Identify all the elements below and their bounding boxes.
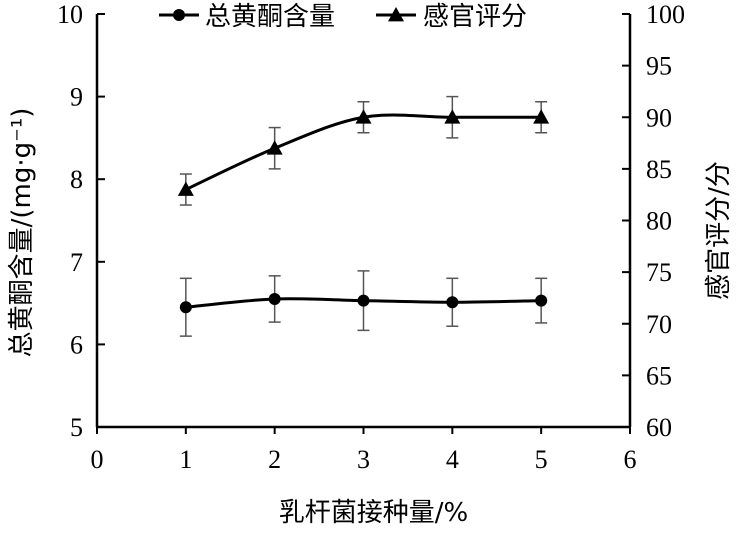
axis-titles: 乳杆菌接种量/% 总黄酮含量/(mg·g⁻¹) 感官评分/分 bbox=[7, 108, 734, 528]
x-tick-label: 4 bbox=[446, 445, 459, 474]
x-tick-label: 5 bbox=[535, 445, 548, 474]
legend-label: 感官评分 bbox=[423, 2, 527, 32]
data-point bbox=[266, 140, 283, 155]
data-point bbox=[357, 294, 370, 307]
data-point bbox=[444, 109, 461, 124]
x-tick-label: 6 bbox=[624, 445, 637, 474]
legend-item: 总黄酮含量 bbox=[155, 0, 360, 32]
legend-item: 感官评分 bbox=[372, 0, 582, 32]
series-sensory-score bbox=[177, 95, 550, 206]
y-right-axis-title: 感官评分/分 bbox=[704, 161, 734, 300]
x-axis-title: 乳杆菌接种量/% bbox=[279, 498, 468, 528]
x-tick-label: 0 bbox=[91, 445, 104, 474]
y-right-tick-label: 75 bbox=[646, 258, 672, 287]
x-tick-label: 2 bbox=[268, 445, 281, 474]
y-right-tick-label: 65 bbox=[646, 361, 672, 390]
series-total-flavonoid bbox=[179, 270, 548, 337]
y-left-tick-label: 10 bbox=[57, 0, 83, 29]
data-point bbox=[355, 109, 372, 124]
y-right-tick-label: 95 bbox=[646, 52, 672, 81]
y-right-tick-label: 90 bbox=[646, 103, 672, 132]
y-left-axis-title: 总黄酮含量/(mg·g⁻¹) bbox=[7, 108, 37, 358]
data-point bbox=[177, 181, 194, 196]
y-left-tick-label: 8 bbox=[70, 165, 83, 194]
legend-label: 总黄酮含量 bbox=[205, 2, 335, 32]
y-right-tick-label: 85 bbox=[646, 155, 672, 184]
y-right-tick-label: 60 bbox=[646, 413, 672, 442]
y-right-tick-label: 100 bbox=[646, 0, 685, 29]
y-left-tick-label: 7 bbox=[70, 248, 83, 277]
y-left-tick-label: 9 bbox=[70, 83, 83, 112]
data-point bbox=[179, 301, 192, 314]
data-point bbox=[268, 292, 281, 305]
data-point bbox=[533, 109, 550, 124]
y-right-tick-label: 80 bbox=[646, 207, 672, 236]
legend-marker bbox=[173, 9, 185, 21]
data-point bbox=[535, 294, 548, 307]
x-tick-label: 1 bbox=[179, 445, 192, 474]
data-point bbox=[446, 296, 459, 309]
series-layer bbox=[177, 95, 550, 337]
legend: 总黄酮含量 感官评分 bbox=[155, 0, 582, 32]
y-right-tick-label: 70 bbox=[646, 310, 672, 339]
x-tick-label: 3 bbox=[357, 445, 370, 474]
y-left-tick-label: 5 bbox=[70, 413, 83, 442]
y-left-tick-label: 6 bbox=[70, 330, 83, 359]
legend-marker bbox=[388, 7, 404, 22]
